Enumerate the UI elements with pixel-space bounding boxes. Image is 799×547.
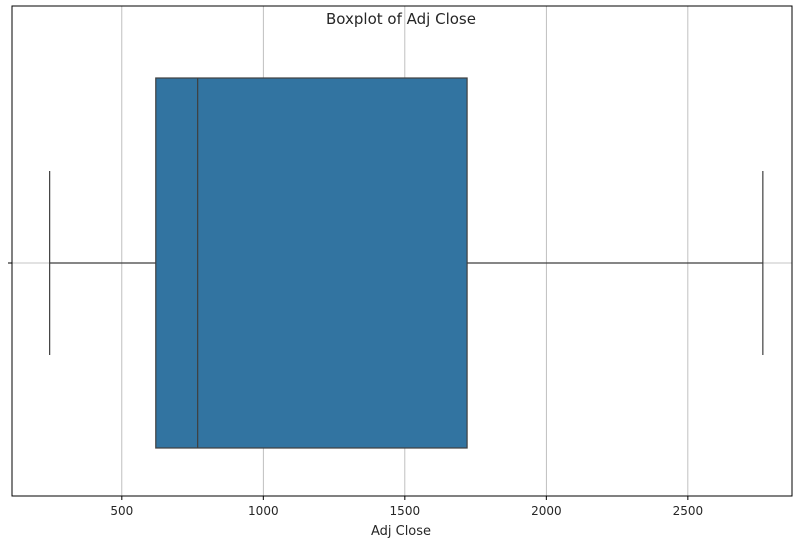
x-tick-label-1000: 1000 <box>248 504 279 518</box>
axes-frame <box>11 5 793 497</box>
x-tick-label-500: 500 <box>110 504 133 518</box>
axes-layer: 500 1000 1500 2000 2500 <box>8 5 793 518</box>
box-layer <box>49 77 764 449</box>
x-tick-label-1500: 1500 <box>390 504 421 518</box>
iqr-box <box>155 77 468 449</box>
chart-title: Boxplot of Adj Close <box>326 10 476 28</box>
x-tick-label-2000: 2000 <box>531 504 562 518</box>
x-tick-label-2500: 2500 <box>673 504 704 518</box>
x-axis-label: Adj Close <box>371 524 431 539</box>
